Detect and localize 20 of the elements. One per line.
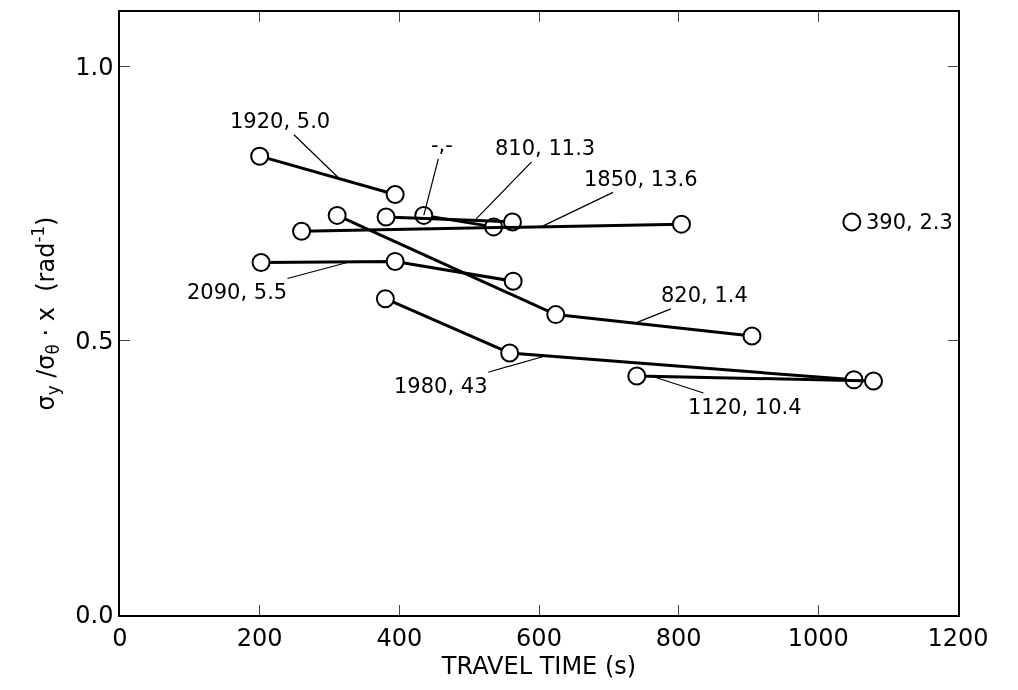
annotation: 820, 1.4 (661, 283, 748, 307)
annotation: -,- (431, 133, 453, 157)
annotation: 1920, 5.0 (230, 109, 331, 133)
annotation: 390, 2.3 (866, 210, 953, 234)
annotation: 2090, 5.5 (187, 280, 288, 304)
y-tick-label: 0.5 (75, 327, 114, 356)
x-tick-label: 800 (655, 623, 702, 652)
x-tick-label: 600 (516, 623, 562, 652)
annotation: 1850, 13.6 (584, 167, 698, 191)
x-axis-title: TRAVEL TIME (s) (440, 651, 637, 680)
x-tick-label: 1200 (927, 623, 989, 652)
x-tick-label: 0 (112, 623, 128, 652)
annotation: 1980, 43 (394, 374, 488, 398)
annotation: 810, 11.3 (495, 136, 596, 160)
x-tick-label: 400 (376, 623, 423, 652)
annotation: 1120, 10.4 (688, 395, 802, 419)
y-tick-label: 0.0 (75, 601, 114, 630)
y-tick-label: 1.0 (75, 53, 114, 82)
x-tick-label: 200 (236, 623, 283, 652)
x-tick-label: 1000 (787, 623, 849, 652)
